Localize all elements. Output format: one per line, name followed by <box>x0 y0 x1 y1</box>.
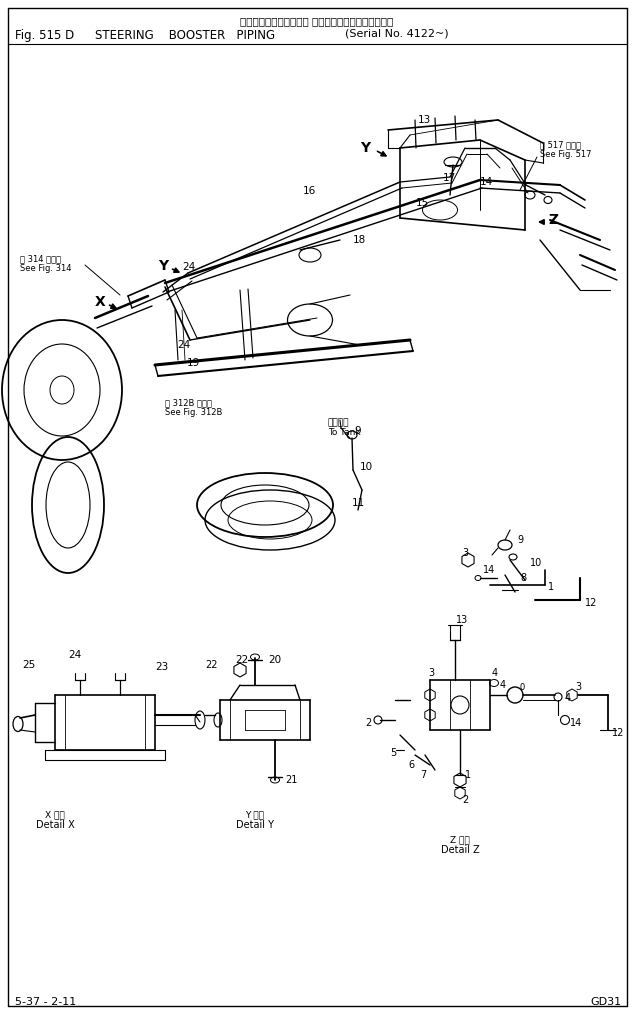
Text: 4: 4 <box>565 693 571 703</box>
Text: Detail X: Detail X <box>36 820 74 830</box>
Text: 22: 22 <box>205 660 218 670</box>
Text: 14: 14 <box>483 565 495 575</box>
Text: 9: 9 <box>354 426 361 436</box>
Text: X: X <box>94 295 105 309</box>
Text: 18: 18 <box>353 235 366 245</box>
Text: Z: Z <box>548 213 558 227</box>
Text: Z 詳細: Z 詳細 <box>450 835 470 844</box>
Text: 13: 13 <box>418 115 431 125</box>
Text: 3: 3 <box>462 548 468 558</box>
Text: 12: 12 <box>585 598 598 608</box>
Text: Y 詳細: Y 詳細 <box>246 810 265 819</box>
Text: 17: 17 <box>443 173 457 183</box>
Text: 19: 19 <box>187 358 200 368</box>
Text: See Fig. 312B: See Fig. 312B <box>165 408 222 417</box>
Text: 4: 4 <box>500 680 506 690</box>
Text: 2: 2 <box>462 795 468 805</box>
Text: 10: 10 <box>360 462 373 472</box>
Text: STEERING    BOOSTER   PIPING: STEERING BOOSTER PIPING <box>95 29 275 42</box>
Text: (Serial No. 4122~): (Serial No. 4122~) <box>345 29 448 39</box>
Text: Y: Y <box>360 141 370 155</box>
Text: 1: 1 <box>548 582 554 592</box>
Text: 22: 22 <box>235 655 248 665</box>
Text: See Fig. 517: See Fig. 517 <box>540 150 591 159</box>
Text: 24: 24 <box>182 262 195 272</box>
Text: 25: 25 <box>22 660 36 670</box>
Text: To Tank: To Tank <box>328 428 361 437</box>
Text: See Fig. 314: See Fig. 314 <box>20 264 72 273</box>
Text: 14: 14 <box>480 177 493 187</box>
Text: 9: 9 <box>517 535 523 545</box>
Text: 23: 23 <box>155 662 168 672</box>
Text: Y: Y <box>158 259 168 273</box>
Text: 12: 12 <box>612 728 624 738</box>
Text: X 詳細: X 詳細 <box>45 810 65 819</box>
Text: 3: 3 <box>428 668 434 678</box>
Text: 5-37 - 2-11: 5-37 - 2-11 <box>15 997 76 1007</box>
Text: GD31: GD31 <box>590 997 621 1007</box>
Text: Detail Y: Detail Y <box>236 820 274 830</box>
Text: 10: 10 <box>530 558 542 568</box>
Text: 6: 6 <box>408 760 414 770</box>
Text: Fig. 515 D: Fig. 515 D <box>15 29 74 42</box>
Text: ステアリング　ブースタ パイピング（適　用　号　機: ステアリング ブースタ パイピング（適 用 号 機 <box>241 16 394 26</box>
Text: 16: 16 <box>303 186 316 196</box>
Text: 5: 5 <box>390 748 396 758</box>
Text: 第 312B 図参照: 第 312B 図参照 <box>165 399 212 407</box>
Text: 14: 14 <box>570 718 582 728</box>
Text: 4: 4 <box>492 668 498 678</box>
Text: 20: 20 <box>268 655 281 665</box>
Text: 第 517 図参照: 第 517 図参照 <box>540 140 581 149</box>
Text: 1: 1 <box>465 770 471 780</box>
Text: Detail Z: Detail Z <box>441 845 479 855</box>
Text: 11: 11 <box>352 498 365 508</box>
Text: 21: 21 <box>285 775 297 785</box>
Text: 24: 24 <box>177 340 190 350</box>
Text: 15: 15 <box>416 198 429 208</box>
Text: 0: 0 <box>520 683 525 692</box>
Text: 7: 7 <box>420 770 426 780</box>
Text: 24: 24 <box>69 650 82 660</box>
Text: 13: 13 <box>456 615 468 625</box>
Text: 8: 8 <box>520 573 526 583</box>
Text: 3: 3 <box>575 682 581 692</box>
Text: タンクへ: タンクへ <box>328 418 349 427</box>
Text: 2: 2 <box>365 718 371 728</box>
Text: 第 314 図参照: 第 314 図参照 <box>20 254 61 263</box>
